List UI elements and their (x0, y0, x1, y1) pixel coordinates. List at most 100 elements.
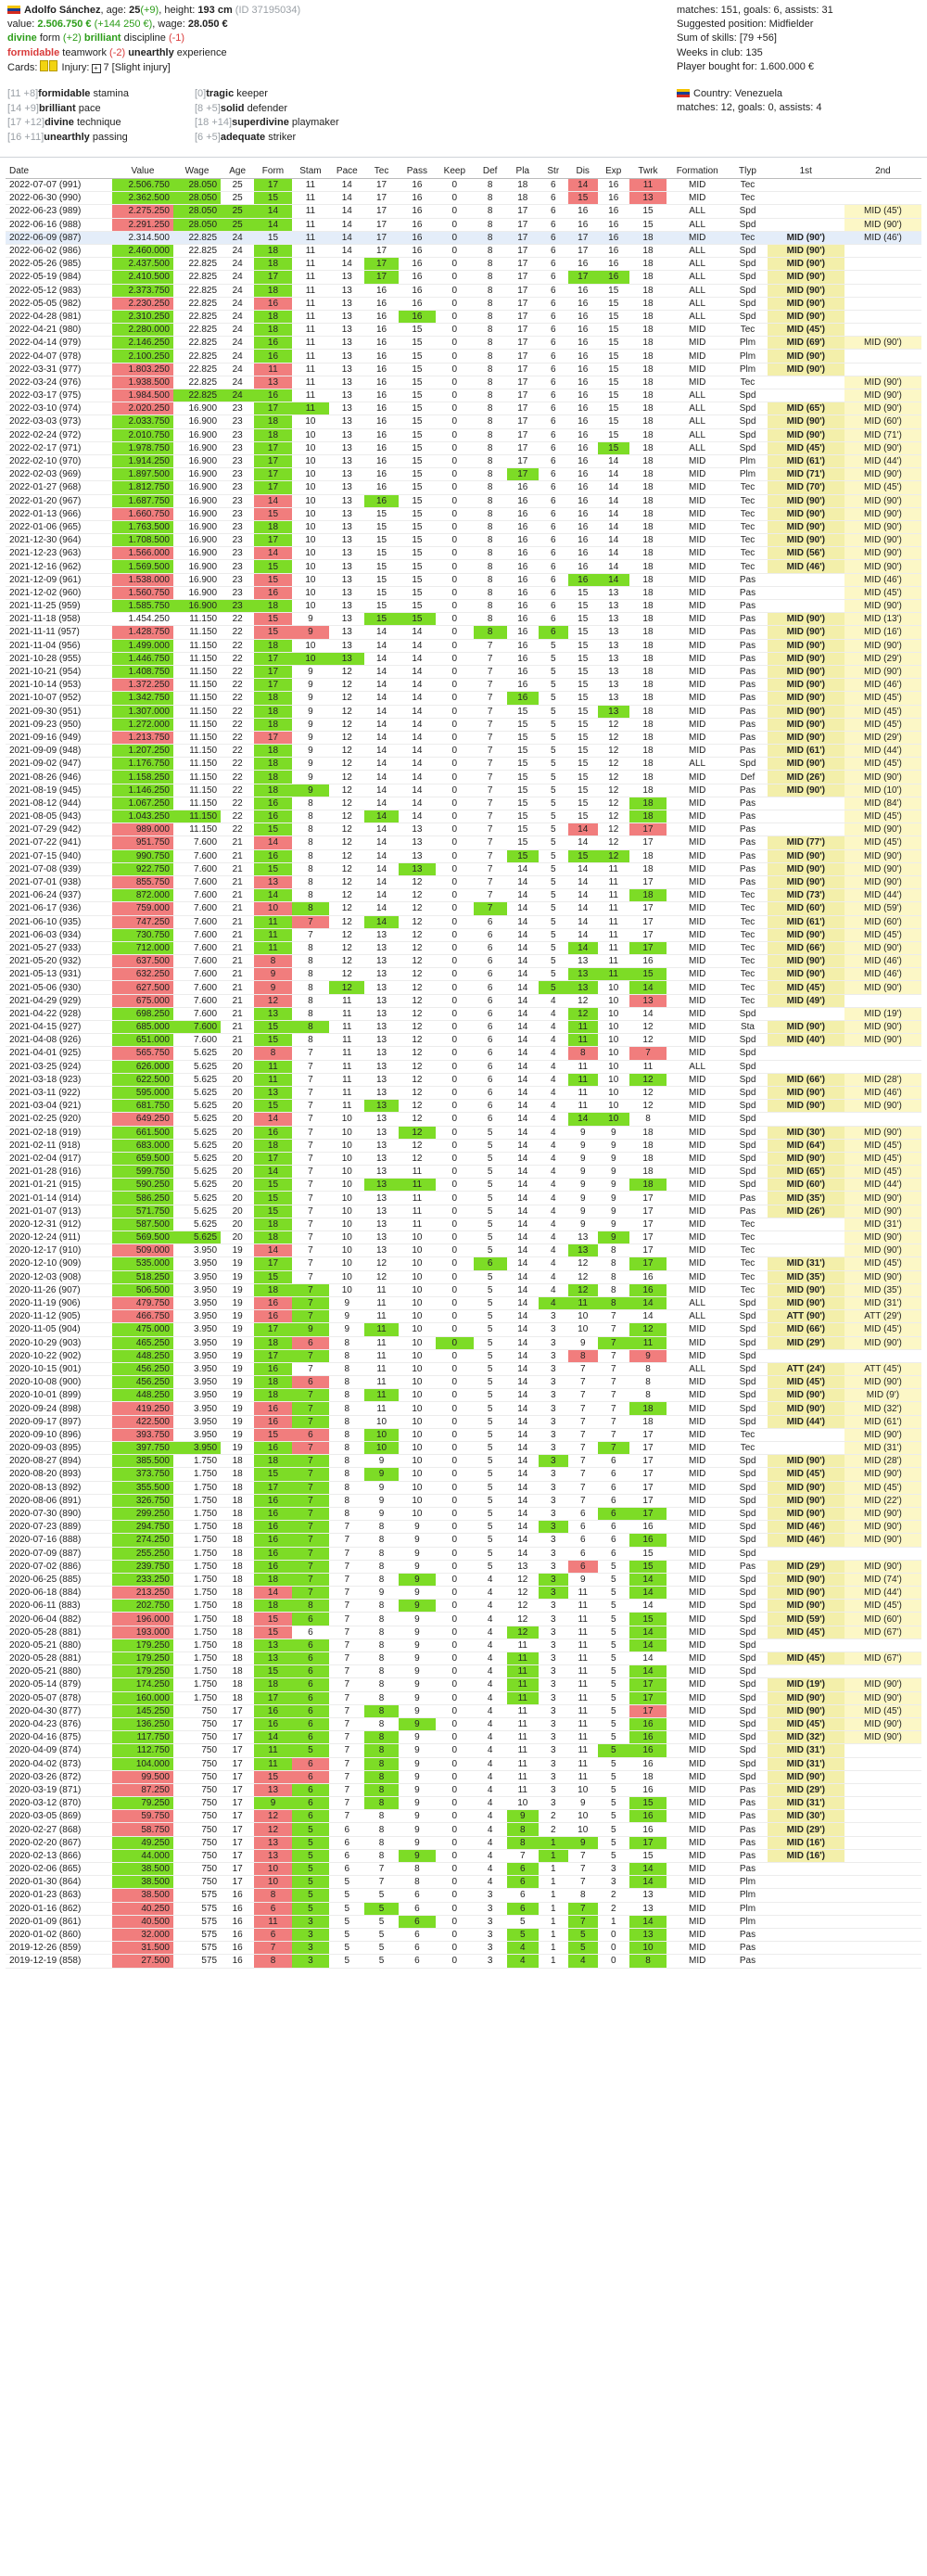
cell-tec: 13 (364, 1020, 399, 1035)
cell-twrk: 18 (629, 810, 667, 824)
column-header-form[interactable]: Form (254, 163, 292, 179)
cell-pass: 12 (398, 928, 437, 942)
cell-wage: 11.150 (172, 652, 222, 666)
cell-tec: 13 (364, 1218, 399, 1232)
cell-pace: 14 (329, 231, 365, 245)
cell-dis: 11 (567, 1612, 598, 1626)
column-header-def[interactable]: Def (473, 163, 507, 179)
cell-stam: 7 (291, 1139, 330, 1153)
cell-str: 1 (538, 1875, 568, 1890)
cell-1st: MID (90') (767, 862, 844, 876)
cell-age: 18 (221, 1612, 255, 1626)
column-header-tec[interactable]: Tec (364, 163, 399, 179)
cell-stam: 5 (291, 1875, 330, 1890)
cell-twrk: 17 (629, 1441, 667, 1456)
cell-pass: 12 (398, 1020, 437, 1035)
column-header-formation[interactable]: Formation (667, 163, 729, 179)
cell-dis: 16 (567, 363, 598, 376)
cell-pace: 8 (329, 1481, 365, 1495)
cell-dis: 11 (567, 1757, 598, 1771)
cell-exp: 10 (597, 1046, 629, 1061)
cell-2nd (844, 1822, 921, 1837)
cell-str: 6 (538, 270, 568, 285)
cell-1st: MID (90') (767, 731, 844, 746)
column-header-dis[interactable]: Dis (567, 163, 598, 179)
column-header-age[interactable]: Age (221, 163, 255, 179)
column-header-wage[interactable]: Wage (172, 163, 222, 179)
column-header-1st[interactable]: 1st (767, 163, 844, 179)
cell-dis: 16 (567, 414, 598, 429)
cell-value: 2.460.000 (111, 244, 173, 259)
cell-def: 8 (473, 218, 507, 232)
player-name[interactable]: Adolfo Sánchez (24, 5, 101, 16)
cell-keep: 0 (436, 533, 474, 548)
cell-stam: 7 (291, 1178, 330, 1192)
cell-pass: 16 (398, 244, 437, 259)
cell-str: 5 (538, 757, 568, 772)
cell-exp: 14 (597, 480, 629, 495)
cell-formation: MID (667, 480, 729, 495)
column-header-date[interactable]: Date (6, 163, 112, 179)
cell-pace: 12 (329, 731, 365, 746)
cell-tec: 11 (364, 1336, 399, 1350)
cell-formation: MID (667, 678, 729, 693)
cell-formation: MID (667, 336, 729, 351)
cell-str: 3 (538, 1507, 568, 1522)
cell-age: 18 (221, 1691, 255, 1705)
cell-twrk: 14 (629, 1007, 667, 1022)
cell-pass: 12 (398, 1152, 437, 1167)
column-header-pla[interactable]: Pla (506, 163, 539, 179)
cell-tec: 9 (364, 1494, 399, 1508)
cell-dis: 9 (567, 1152, 598, 1167)
cell-pace: 7 (329, 1796, 365, 1811)
cell-pla: 14 (506, 1178, 539, 1192)
cell-pass: 15 (398, 402, 437, 416)
cell-def: 5 (473, 1349, 507, 1363)
column-header-tlyp[interactable]: Tlyp (728, 163, 768, 179)
cell-twrk: 16 (629, 1520, 667, 1535)
cell-str: 5 (538, 823, 568, 837)
cell-tec: 14 (364, 915, 399, 929)
cell-keep: 0 (436, 1139, 474, 1153)
cell-dis: 12 (567, 994, 598, 1008)
column-header-exp[interactable]: Exp (597, 163, 629, 179)
cell-age: 21 (221, 875, 255, 890)
column-header-2nd[interactable]: 2nd (844, 163, 921, 179)
cell-keep: 0 (436, 1547, 474, 1561)
cell-pass: 9 (398, 1783, 437, 1798)
cell-form: 17 (254, 1691, 292, 1705)
column-header-keep[interactable]: Keep (436, 163, 474, 179)
cell-pass: 12 (398, 941, 437, 956)
cell-tec: 13 (364, 1178, 399, 1192)
cell-def: 8 (473, 559, 507, 574)
cell-value: 38.500 (111, 1875, 173, 1890)
cell-tec: 17 (364, 218, 399, 232)
cell-wage: 16.900 (172, 520, 222, 535)
column-header-pass[interactable]: Pass (398, 163, 437, 179)
cell-exp: 16 (597, 191, 629, 206)
cell-dis: 10 (567, 1809, 598, 1824)
cell-form: 16 (254, 1126, 292, 1140)
cell-value: 1.812.750 (111, 480, 173, 495)
column-header-stam[interactable]: Stam (291, 163, 330, 179)
column-header-value[interactable]: Value (111, 163, 173, 179)
column-header-pace[interactable]: Pace (329, 163, 365, 179)
cell-pace: 13 (329, 612, 365, 627)
cell-str: 6 (538, 586, 568, 601)
cell-value: 922.750 (111, 862, 173, 876)
cell-dis: 10 (567, 1322, 598, 1337)
cell-2nd: MID (84') (844, 797, 921, 811)
cell-pace: 13 (329, 284, 365, 298)
cell-pace: 13 (329, 599, 365, 614)
cell-def: 3 (473, 1902, 507, 1916)
cell-str: 5 (538, 954, 568, 969)
cell-str: 6 (538, 625, 568, 640)
column-header-twrk[interactable]: Twrk (629, 163, 667, 179)
column-header-str[interactable]: Str (538, 163, 568, 179)
cell-form: 17 (254, 1152, 292, 1167)
cell-age: 16 (221, 1954, 255, 1969)
cell-wage: 5.625 (172, 1231, 222, 1245)
cell-date: 2021-10-28 (955) (6, 652, 112, 666)
cell-keep: 0 (436, 323, 474, 338)
cell-age: 21 (221, 967, 255, 982)
